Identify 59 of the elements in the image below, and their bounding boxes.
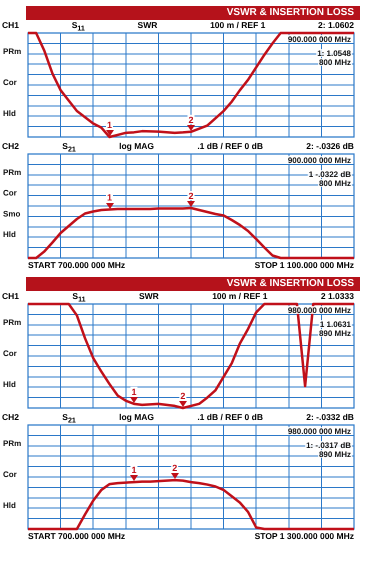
text: START 700.000 000 MHz [28,531,126,542]
text: START 700.000 000 MHz [28,260,126,271]
chart-title: VSWR & INSERTION LOSS [26,277,360,291]
text: Smo [3,209,20,218]
text: STOP 1 100.000 000 MHz [254,260,354,271]
text: 100 m / REF 1 [212,291,268,302]
text: PRm [3,318,22,327]
text: .1 dB / REF 0 dB [197,412,263,423]
text: Cor [3,78,17,87]
text: 1 -.0322 dB [308,170,352,179]
annotation: 900.000 000 MHz [288,35,351,44]
text: Cor [3,349,17,358]
text: PRm [3,438,22,448]
text: 900.000 000 MHz [288,156,351,165]
annotation: 800 MHz [318,58,351,67]
text: Hld [3,501,16,510]
text: CH1 [2,20,20,31]
annotation: 1 [106,120,112,130]
text: SWR [138,20,158,31]
text: Cor [3,188,17,198]
text: PRm [3,168,22,177]
text: log MAG [119,412,154,423]
text: 2: 1.0602 [318,20,354,31]
text: SWR [138,291,159,302]
text: 800 MHz [318,179,351,188]
annotation: 2 [188,114,194,125]
text: CH2 [2,141,20,152]
text: 2: -.0332 dB [306,412,354,423]
text: 980.000 000 MHz [288,427,351,436]
text: log MAG [119,141,154,152]
text: S$_{21}$ [62,141,76,154]
text: CH2 [2,412,20,423]
text: S$_{21}$ [62,412,76,425]
annotation: 1 1.0631 [320,320,352,329]
annotation: 1 [131,465,136,476]
annotation: 1 [106,192,112,202]
text: S$_{11}$ [72,20,85,33]
annotation: 2 [180,391,186,401]
text: 2: -.0326 dB [306,141,354,152]
chart-title: VSWR & INSERTION LOSS [26,6,360,20]
annotation: 2 [188,191,194,201]
text: 100 m / REF 1 [210,20,266,31]
annotation: 1: 1.0548 [317,49,352,58]
text: Cor [3,470,17,479]
text: Hld [3,380,16,390]
text: STOP 1 300.000 000 MHz [254,531,354,542]
text: 890 MHz [318,450,351,459]
text: Hld [3,230,16,240]
annotation: 1 [131,386,136,397]
text: PRm [3,46,22,56]
text: S$_{11}$ [72,291,86,304]
text: CH1 [2,291,20,302]
text: Hld [3,109,16,118]
text: 1: -.0317 dB [306,441,352,450]
annotation: 2 [172,463,178,474]
annotation: 980.000 000 MHz [288,306,351,315]
annotation: 890 MHz [318,329,351,338]
text: .1 dB / REF 0 dB [197,141,263,152]
text: 2 1.0333 [320,291,354,302]
